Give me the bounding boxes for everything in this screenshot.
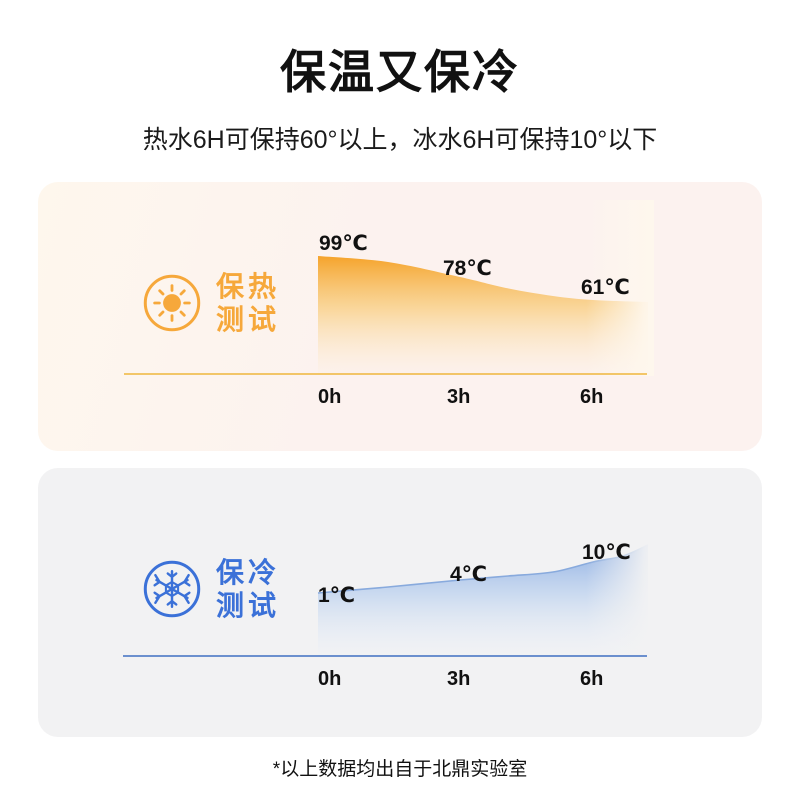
point-value-label: 99℃ [319, 232, 368, 255]
heat-legend-line-1: 保热 [216, 271, 281, 302]
heat-legend-label: 保热 测试 [216, 270, 280, 336]
area-fill [318, 256, 648, 374]
x-tick-label: 6h [580, 386, 603, 408]
x-tick-label: 3h [447, 668, 470, 690]
x-tick-label: 0h [318, 386, 341, 408]
point-value-label: 10℃ [582, 541, 631, 564]
cold-test-panel: 0h 3h 6h 1℃ 4℃ 10℃ 保冷 测试 [38, 468, 762, 737]
x-tick-label: 3h [447, 386, 470, 408]
point-value-label: 78℃ [443, 257, 492, 280]
x-tick-label: 0h [318, 668, 341, 690]
footnote: *以上数据均出自于北鼎实验室 [272, 759, 528, 780]
heat-legend-line-2: 测试 [216, 304, 281, 335]
cold-legend-line-2: 测试 [216, 590, 281, 621]
page-title: 保温又保冷 [280, 46, 520, 98]
heat-chart: 0h 3h 6h 99℃ 78℃ 61℃ [124, 200, 654, 408]
cold-legend-label: 保冷 测试 [216, 556, 280, 622]
point-value-label: 61℃ [581, 276, 630, 299]
heat-test-panel: 0h 3h 6h 99℃ 78℃ 61℃ 保热 测试 [38, 182, 762, 451]
point-value-label: 4℃ [450, 563, 487, 586]
area-fill [318, 545, 648, 656]
page-subtitle: 热水6H可保持60°以上，冰水6H可保持10°以下 [142, 126, 658, 154]
heat-legend: 保热 测试 [142, 270, 280, 336]
sun-icon [143, 274, 201, 332]
cold-legend: 保冷 测试 [142, 556, 280, 622]
x-tick-label: 6h [580, 668, 603, 690]
cold-legend-line-1: 保冷 [216, 557, 281, 588]
cold-chart: 0h 3h 6h 1℃ 4℃ 10℃ [123, 486, 654, 690]
point-value-label: 1℃ [318, 584, 355, 607]
snowflake-icon [143, 560, 201, 618]
